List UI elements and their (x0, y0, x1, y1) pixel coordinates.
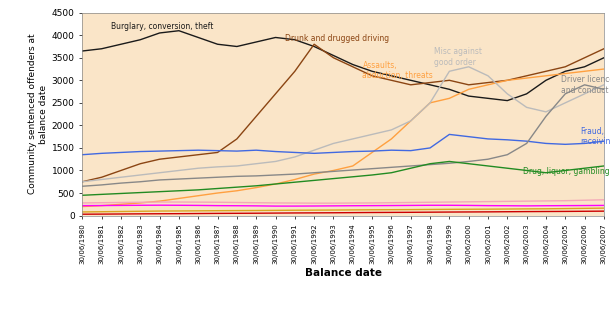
Text: Drunk and drugged driving: Drunk and drugged driving (285, 34, 389, 43)
X-axis label: Balance date: Balance date (304, 268, 382, 278)
Text: Misc against
good order: Misc against good order (434, 47, 482, 67)
Text: Driver licence
and conduct: Driver licence and conduct (561, 75, 610, 95)
Text: Burglary, conversion, theft: Burglary, conversion, theft (111, 22, 214, 31)
Y-axis label: Community sentenced offenders at
balance date: Community sentenced offenders at balance… (28, 34, 48, 194)
Text: Fraud,
receiving: Fraud, receiving (581, 127, 610, 146)
Text: Drug, liquor, gambling: Drug, liquor, gambling (523, 167, 609, 176)
Text: Assaults,
abduction, threats: Assaults, abduction, threats (362, 61, 433, 80)
